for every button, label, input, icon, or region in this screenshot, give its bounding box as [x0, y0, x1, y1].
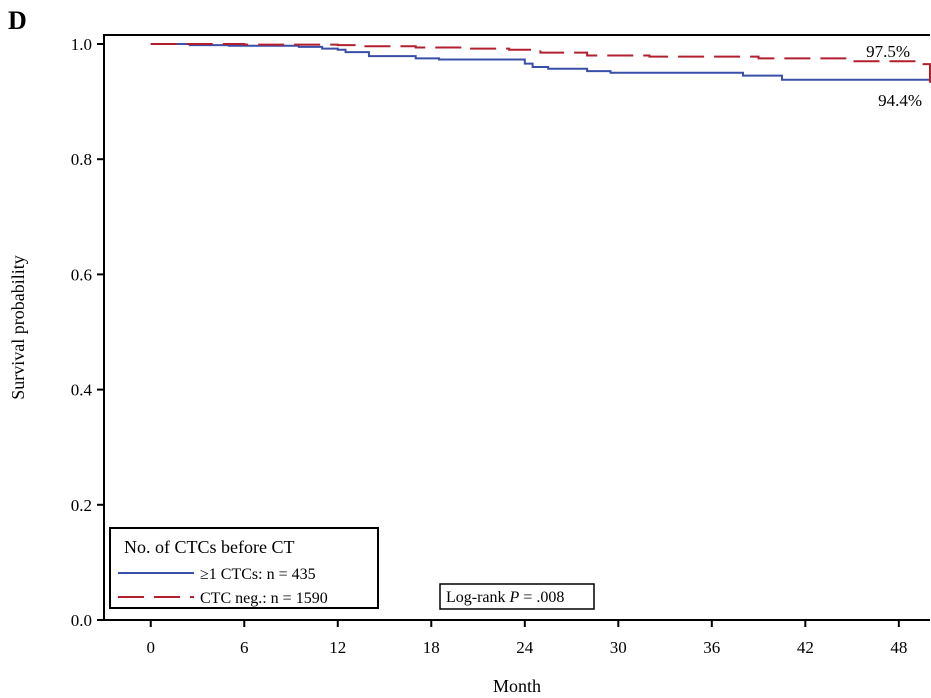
x-tick-label: 42 [797, 638, 814, 657]
x-tick-label: 6 [240, 638, 249, 657]
x-tick-label: 48 [890, 638, 907, 657]
end-label-ctc-pos: 94.4% [878, 91, 922, 110]
legend-box [109, 527, 379, 609]
y-tick-label: 1.0 [71, 35, 92, 54]
x-tick-label: 12 [329, 638, 346, 657]
legend-label-ctc-pos: ≥1 CTCs: n = 435 [200, 566, 316, 583]
x-tick-label: 0 [147, 638, 156, 657]
series-line-2 [150, 43, 931, 88]
series-line-1 [150, 43, 930, 81]
y-tick-label: 0.4 [71, 381, 93, 400]
y-tick-label: 0.0 [71, 611, 92, 630]
panel-letter: D [8, 6, 27, 35]
plot-frame [103, 34, 930, 620]
x-tick-label: 18 [423, 638, 440, 657]
x-axis-title: Month [493, 676, 541, 696]
y-tick-label: 0.8 [71, 150, 92, 169]
x-tick-label: 36 [703, 638, 720, 657]
y-axis-title: Survival probability [8, 255, 28, 399]
y-tick-label: 0.2 [71, 496, 92, 515]
legend-label-ctc-neg: CTC neg.: n = 1590 [200, 590, 328, 607]
logrank-annotation: Log-rank P = .008 [446, 589, 564, 606]
y-tick-label: 0.6 [71, 265, 92, 284]
logrank-box [439, 583, 595, 610]
x-tick-label: 30 [610, 638, 627, 657]
end-label-ctc-neg: 97.5% [866, 42, 910, 61]
x-tick-label: 24 [516, 638, 534, 657]
legend-title: No. of CTCs before CT [124, 537, 294, 557]
